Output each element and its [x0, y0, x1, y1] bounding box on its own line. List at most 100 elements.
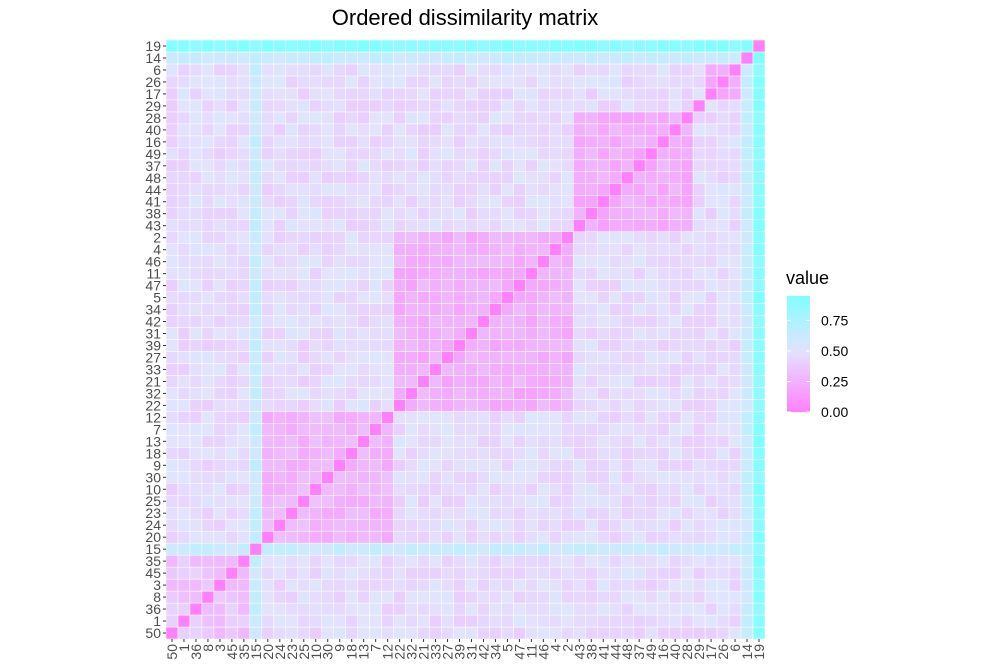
heatmap-tile: [189, 518, 203, 532]
heatmap-tile: [716, 243, 730, 256]
heatmap-tile: [680, 195, 694, 208]
heatmap-tile: [740, 363, 754, 376]
heatmap-tile: [237, 147, 251, 161]
heatmap-tile: [537, 459, 550, 472]
heatmap-tile: [393, 291, 406, 304]
heatmap-tile: [225, 291, 239, 304]
heatmap-tile: [381, 327, 394, 340]
heatmap-tile: [477, 423, 490, 436]
heatmap-tile: [201, 147, 215, 161]
heatmap-tile: [321, 207, 334, 220]
heatmap-tile: [381, 303, 394, 316]
heatmap-tile: [752, 554, 766, 568]
heatmap-tile: [489, 566, 502, 580]
heatmap-tile: [249, 123, 263, 137]
heatmap-tile: [585, 231, 598, 244]
heatmap-tile: [309, 566, 322, 580]
heatmap-tile: [525, 267, 538, 280]
heatmap-tile: [453, 590, 466, 604]
heatmap-tile: [201, 123, 215, 137]
heatmap-tile: [549, 39, 562, 53]
heatmap-tile: [752, 530, 766, 544]
heatmap-tile: [369, 219, 382, 232]
heatmap-tile: [213, 566, 227, 580]
heatmap-tile: [453, 375, 466, 388]
heatmap-tile: [405, 590, 418, 604]
heatmap-tile: [680, 614, 694, 628]
heatmap-tile: [680, 219, 694, 232]
heatmap-tile: [417, 327, 430, 340]
heatmap-tile: [321, 111, 334, 125]
heatmap-tile: [704, 554, 718, 568]
heatmap-tile: [609, 243, 622, 256]
heatmap-tile: [249, 494, 263, 508]
heatmap-tile: [620, 255, 634, 268]
heatmap-tile: [429, 614, 442, 628]
heatmap-tile: [405, 279, 418, 292]
heatmap-tile: [716, 518, 730, 532]
heatmap-tile: [477, 351, 490, 364]
heatmap-tile: [728, 435, 742, 448]
heatmap-tile: [620, 506, 634, 520]
heatmap-tile: [453, 435, 466, 448]
heatmap-tile: [728, 51, 742, 65]
heatmap-tile: [489, 303, 502, 316]
heatmap-tile: [297, 494, 311, 508]
heatmap-tile: [429, 423, 442, 436]
heatmap-tile: [321, 267, 334, 280]
heatmap-tile: [692, 435, 706, 448]
heatmap-tile: [189, 423, 203, 436]
heatmap-tile: [477, 219, 490, 232]
heatmap-tile: [441, 243, 454, 256]
heatmap-tile: [537, 135, 550, 149]
heatmap-tile: [321, 387, 334, 400]
heatmap-tile: [261, 590, 275, 604]
heatmap-tile: [393, 626, 406, 640]
heatmap-tile: [716, 255, 730, 268]
heatmap-tile: [740, 459, 754, 472]
heatmap-tile: [680, 255, 694, 268]
heatmap-tile: [549, 339, 562, 352]
heatmap-tile: [513, 375, 526, 388]
heatmap-tile: [429, 51, 442, 65]
x-tick-label: 45: [224, 644, 240, 660]
heatmap-tile: [597, 578, 610, 592]
heatmap-tile: [585, 387, 598, 400]
heatmap-tile: [620, 566, 634, 580]
heatmap-tile: [441, 219, 454, 232]
heatmap-tile: [644, 530, 658, 544]
heatmap-tile: [417, 459, 430, 472]
heatmap-tile: [309, 267, 322, 280]
heatmap-tile: [429, 518, 442, 532]
x-tick-label: 28: [679, 644, 695, 660]
heatmap-tile: [525, 483, 538, 496]
heatmap-tile: [549, 626, 562, 640]
heatmap-tile: [345, 279, 358, 292]
heatmap-tile: [489, 614, 502, 628]
heatmap-tile: [609, 471, 622, 484]
heatmap-tile: [597, 255, 610, 268]
heatmap-tile: [680, 147, 694, 161]
heatmap-tile: [668, 39, 682, 53]
heatmap-tile: [465, 554, 478, 568]
heatmap-tile: [477, 363, 490, 376]
heatmap-tile: [393, 219, 406, 232]
heatmap-tile: [489, 471, 502, 484]
heatmap-tile: [297, 291, 311, 304]
heatmap-tile: [537, 542, 550, 556]
heatmap-tile: [357, 147, 370, 161]
heatmap-tile: [561, 411, 574, 424]
heatmap-tile: [177, 351, 191, 364]
heatmap-tile: [573, 435, 586, 448]
heatmap-tile: [297, 207, 311, 220]
heatmap-tile: [728, 315, 742, 328]
heatmap-tile: [752, 626, 766, 640]
heatmap-tile: [333, 183, 346, 196]
heatmap-tile: [261, 123, 275, 137]
heatmap-tile: [237, 483, 251, 496]
heatmap-tile: [656, 111, 670, 125]
heatmap-tile: [692, 159, 706, 173]
heatmap-tile: [644, 39, 658, 53]
heatmap-tile: [573, 315, 586, 328]
heatmap-tile: [249, 231, 263, 244]
